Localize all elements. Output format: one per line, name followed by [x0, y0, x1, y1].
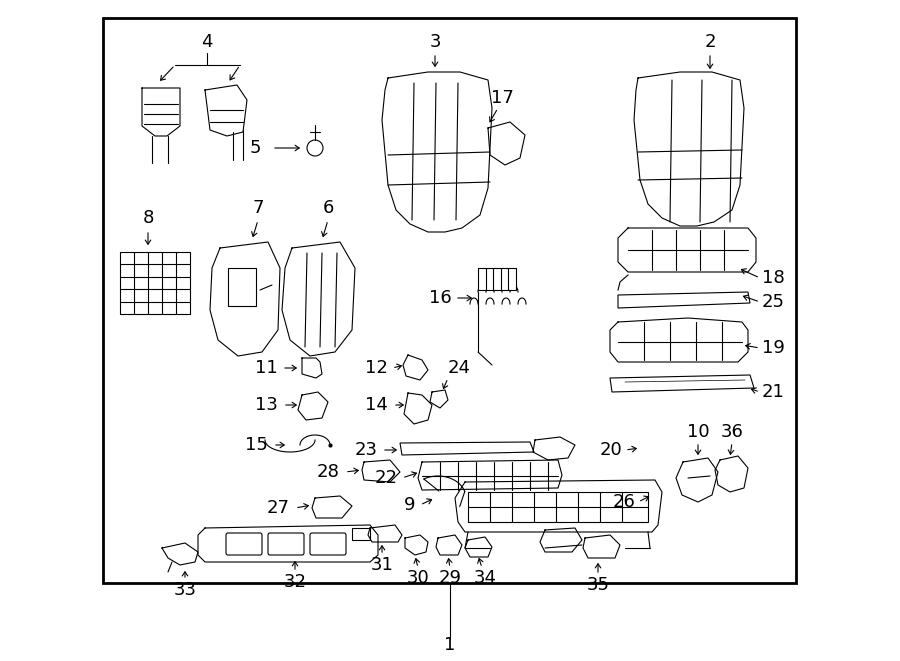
Text: 24: 24: [448, 359, 471, 377]
Text: 29: 29: [438, 569, 462, 587]
Text: 26: 26: [612, 493, 635, 511]
Text: 6: 6: [322, 199, 334, 217]
Text: 1: 1: [445, 636, 455, 654]
Polygon shape: [404, 393, 432, 424]
Text: 2: 2: [704, 33, 716, 51]
Polygon shape: [403, 355, 428, 380]
Text: 18: 18: [762, 269, 785, 287]
Text: 11: 11: [256, 359, 278, 377]
Text: 30: 30: [407, 569, 429, 587]
Polygon shape: [455, 480, 662, 532]
Bar: [103, 18, 796, 583]
Bar: [352, 528, 370, 540]
Polygon shape: [368, 525, 402, 542]
Bar: [478, 268, 516, 290]
Polygon shape: [400, 442, 534, 455]
Text: 4: 4: [202, 33, 212, 51]
Text: 33: 33: [174, 581, 196, 599]
Text: 22: 22: [375, 469, 398, 487]
FancyBboxPatch shape: [310, 533, 346, 555]
Polygon shape: [430, 390, 448, 408]
Polygon shape: [618, 228, 756, 272]
Text: 13: 13: [255, 396, 278, 414]
Polygon shape: [405, 535, 428, 555]
Text: 36: 36: [721, 423, 743, 441]
Bar: [228, 268, 256, 306]
Polygon shape: [488, 122, 525, 165]
Polygon shape: [162, 543, 198, 565]
Text: 27: 27: [267, 499, 290, 517]
Text: 12: 12: [365, 359, 388, 377]
Polygon shape: [198, 525, 378, 562]
Polygon shape: [210, 242, 280, 356]
Polygon shape: [465, 537, 492, 557]
Text: 31: 31: [371, 556, 393, 574]
Polygon shape: [715, 456, 748, 492]
Polygon shape: [302, 358, 322, 378]
Bar: [468, 492, 648, 522]
Text: 8: 8: [142, 209, 154, 227]
Text: 15: 15: [245, 436, 268, 454]
Text: 32: 32: [284, 573, 307, 591]
Text: 7: 7: [252, 199, 264, 217]
Polygon shape: [610, 375, 754, 392]
Text: 23: 23: [355, 441, 378, 459]
Text: 5: 5: [249, 139, 261, 157]
Polygon shape: [583, 535, 620, 558]
Polygon shape: [382, 72, 492, 232]
Text: 35: 35: [587, 576, 609, 594]
FancyBboxPatch shape: [268, 533, 304, 555]
Text: 34: 34: [473, 569, 497, 587]
Polygon shape: [436, 535, 462, 555]
Polygon shape: [418, 460, 562, 490]
Polygon shape: [533, 437, 575, 460]
Polygon shape: [618, 292, 750, 308]
Text: 16: 16: [429, 289, 452, 307]
Polygon shape: [676, 458, 718, 502]
Text: 21: 21: [762, 383, 785, 401]
Polygon shape: [312, 496, 352, 518]
Text: 9: 9: [403, 496, 415, 514]
Text: 28: 28: [317, 463, 340, 481]
Bar: [120, 252, 190, 314]
Text: 17: 17: [491, 89, 513, 107]
Text: 20: 20: [599, 441, 622, 459]
Polygon shape: [634, 72, 744, 226]
Polygon shape: [610, 318, 748, 362]
Text: 3: 3: [429, 33, 441, 51]
Text: 10: 10: [687, 423, 709, 441]
Text: 25: 25: [762, 293, 785, 311]
Polygon shape: [540, 528, 582, 552]
FancyBboxPatch shape: [226, 533, 262, 555]
Polygon shape: [362, 460, 400, 482]
Polygon shape: [282, 242, 355, 356]
Text: 14: 14: [365, 396, 388, 414]
Polygon shape: [298, 392, 328, 420]
Text: 19: 19: [762, 339, 785, 357]
